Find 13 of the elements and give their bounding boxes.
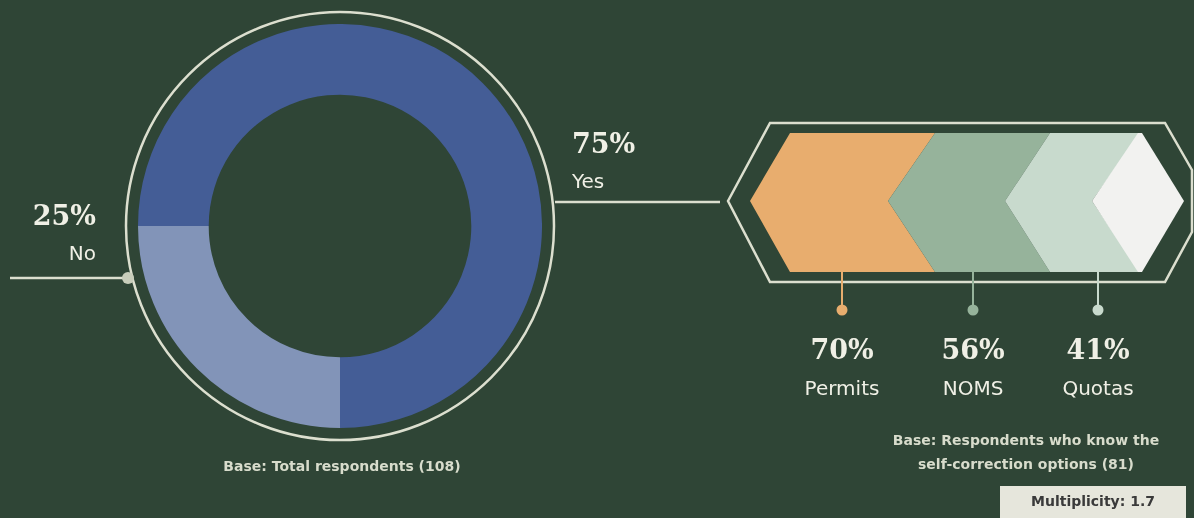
category-label: Quotas xyxy=(1061,375,1135,401)
data-label: 70% xyxy=(809,334,875,366)
data-label: 25% xyxy=(31,200,96,232)
text: Base: Respondents who know the self-correction options (81) xyxy=(891,431,1161,474)
category-label: Permits xyxy=(803,375,881,401)
data-label: 56% xyxy=(940,334,1006,366)
data-label: 75% xyxy=(572,128,637,160)
text: Multiplicity: 1.7 xyxy=(1000,486,1186,518)
text: Base: Total respondents (108) xyxy=(222,457,462,476)
slice-label: No xyxy=(67,240,96,266)
category-label: NOMS xyxy=(941,375,1005,401)
data-label: 41% xyxy=(1065,334,1131,366)
slice-label: Yes xyxy=(572,168,606,194)
